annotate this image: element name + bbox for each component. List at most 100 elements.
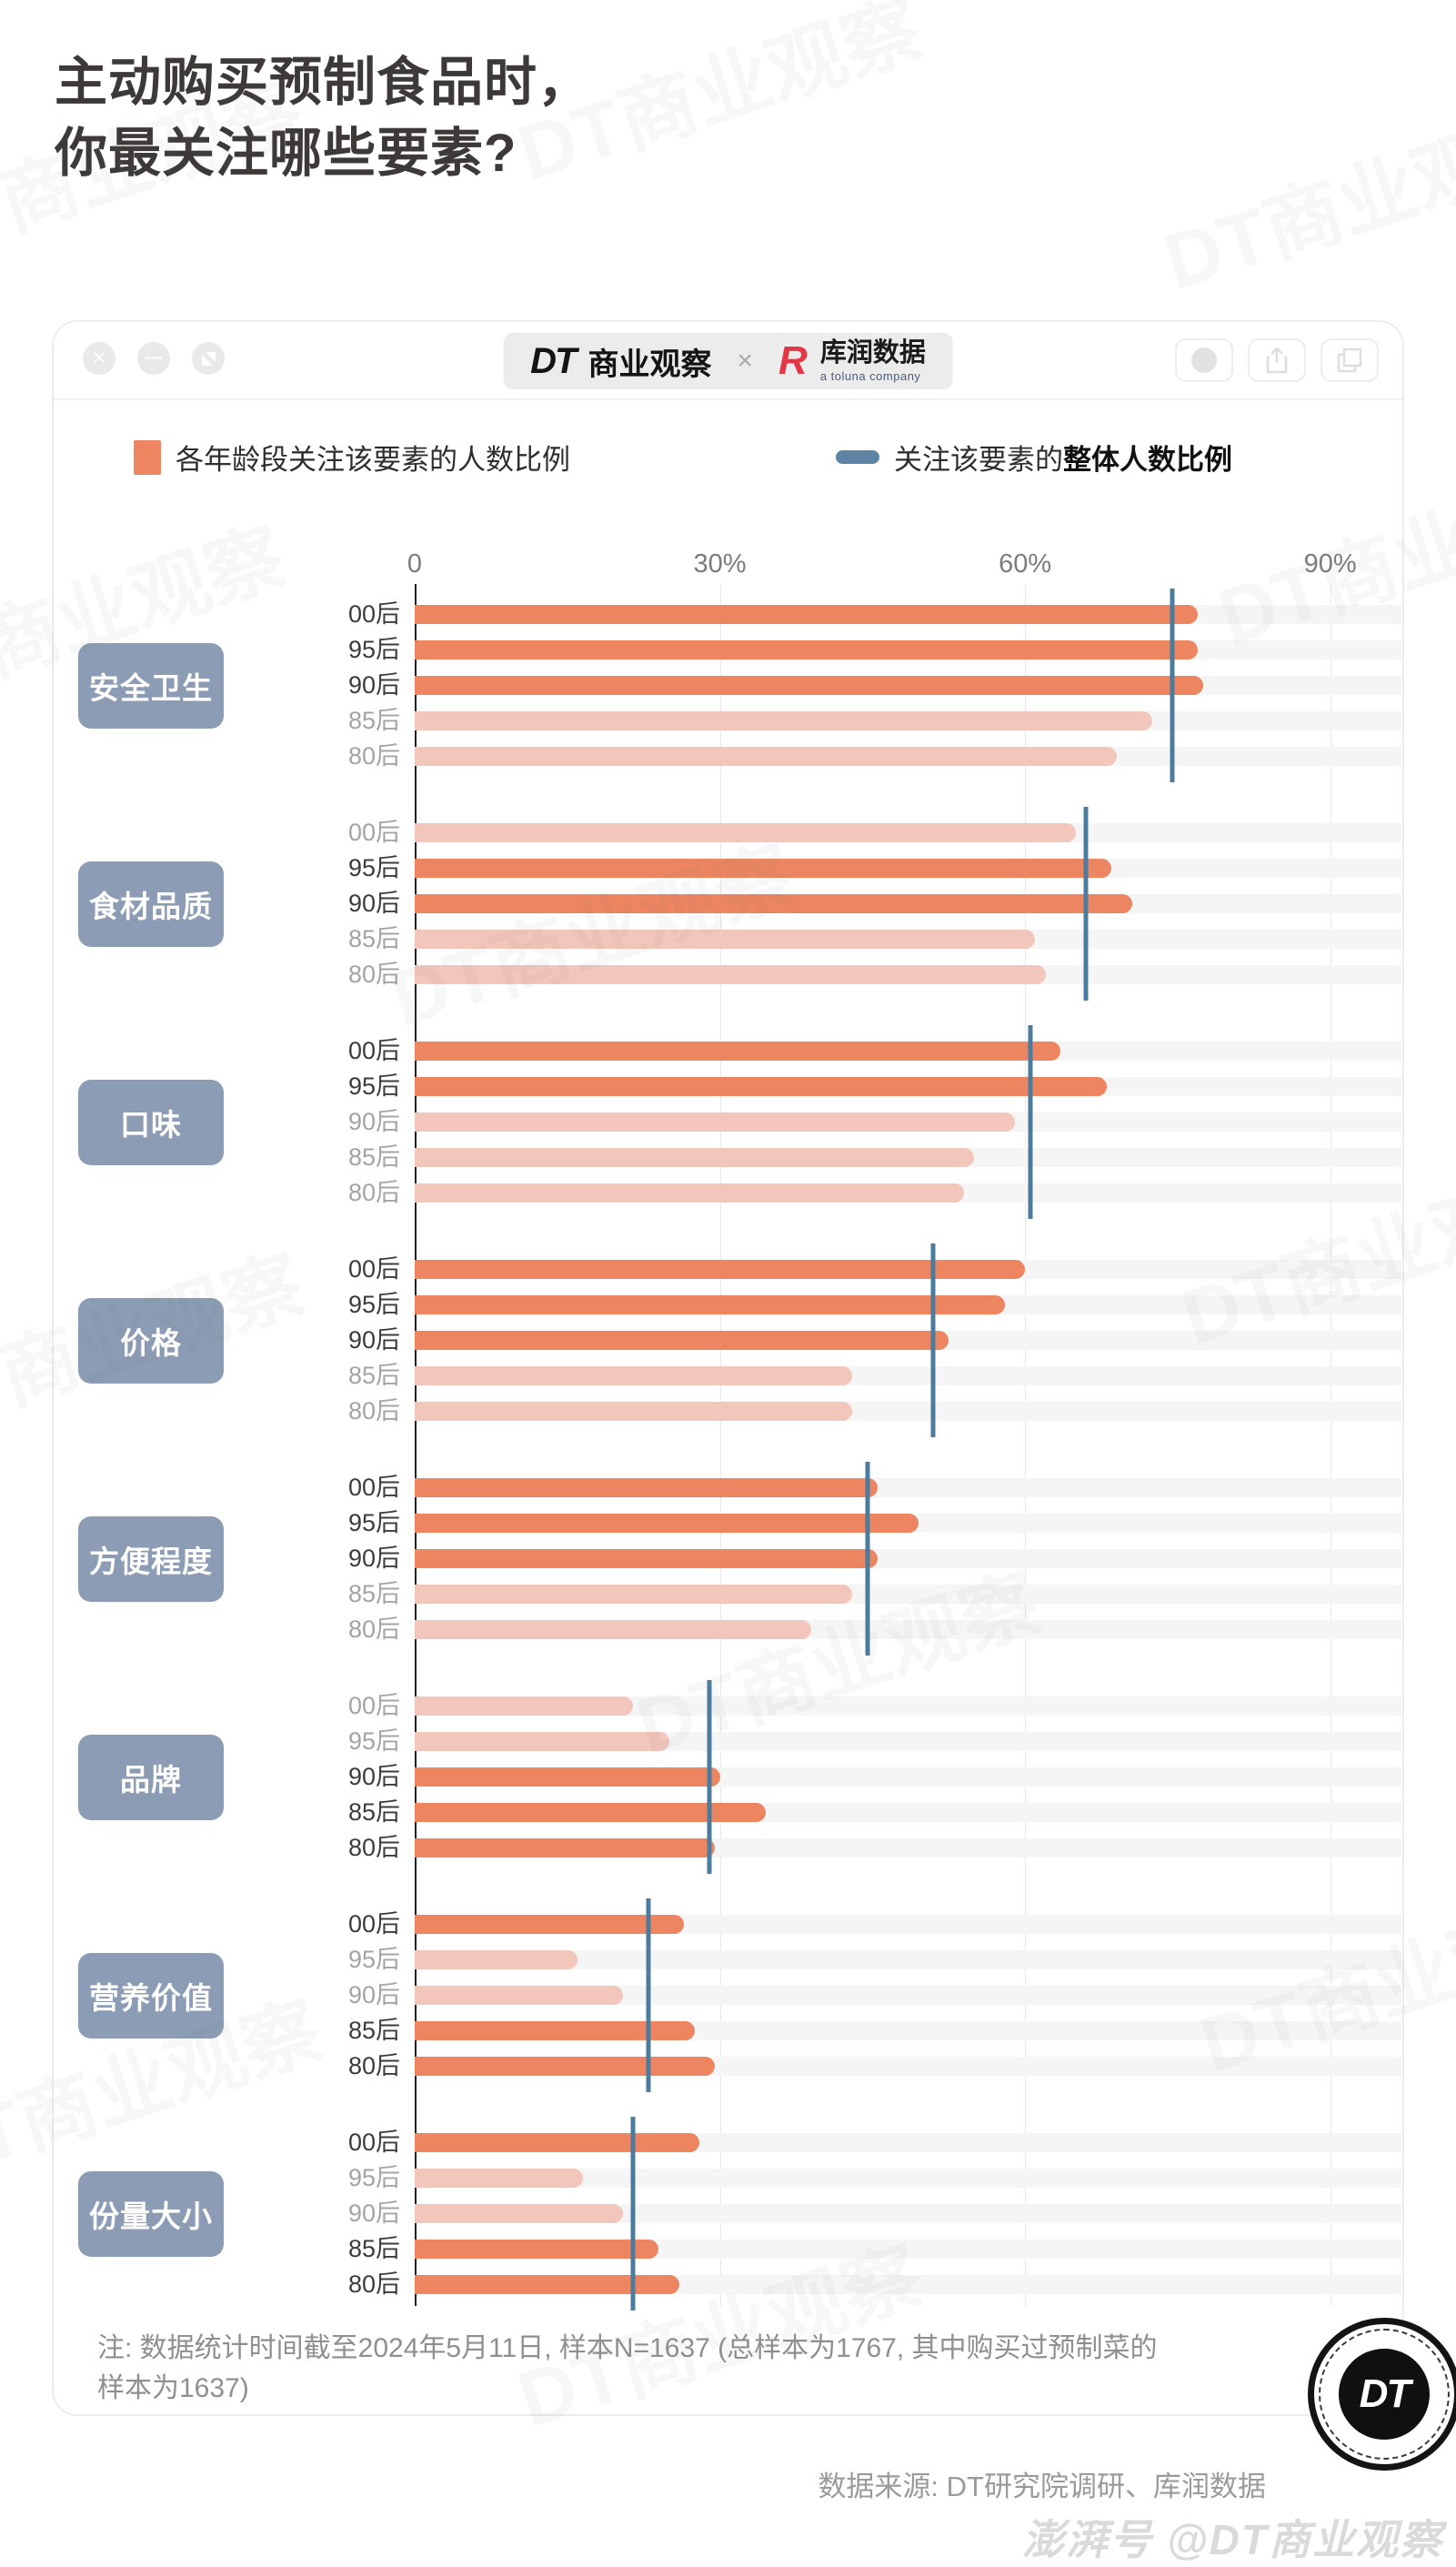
bar-row (415, 1104, 1401, 1140)
category-box-口味: 口味 (78, 1079, 224, 1165)
bar-row (415, 1907, 1401, 1942)
overall-line-份量大小 (630, 2117, 636, 2310)
age-label-95后: 95后 (347, 2164, 400, 2191)
dt-badge-logo: DT (1339, 2349, 1430, 2440)
dt-logo: DT (530, 340, 577, 381)
bar-row (415, 2049, 1401, 2084)
category-block-份量大小: 份量大小 00后 95后 90后 85后 80后 (54, 2117, 1402, 2310)
bar-row (415, 1795, 1401, 1830)
bar-row (415, 2125, 1401, 2160)
bar-row (415, 921, 1401, 957)
bar-row (415, 739, 1401, 774)
kurun-logo-icon: R (778, 338, 808, 383)
bar-营养价值-00后 (415, 1915, 685, 1934)
resize-icon[interactable] (192, 342, 225, 375)
dt-badge-text: DT (1359, 2371, 1411, 2416)
bar-份量大小-00后 (415, 2133, 700, 2152)
category-column: 安全卫生 00后 95后 90后 85后 80后 (54, 597, 415, 774)
category-block-价格: 价格 00后 95后 90后 85后 80后 (54, 1243, 1402, 1437)
bar-row (415, 1612, 1401, 1647)
age-labels: 00后 95后 90后 85后 80后 (269, 2125, 415, 2302)
category-column: 品牌 00后 95后 90后 85后 80后 (54, 1688, 415, 1866)
age-label-95后: 95后 (347, 1946, 400, 1973)
bars-area (415, 1680, 1401, 1874)
bar-口味-80后 (415, 1183, 965, 1203)
age-label-85后: 85后 (347, 1580, 400, 1607)
diagonal-watermark: DT商业观察 (1154, 95, 1456, 307)
age-label-95后: 95后 (347, 1291, 400, 1318)
bar-track (415, 2240, 1401, 2259)
age-label-95后: 95后 (347, 1509, 400, 1536)
bar-价格-85后 (415, 1366, 852, 1385)
partner-name: 库润数据 (819, 337, 926, 367)
share-button[interactable] (1248, 338, 1306, 382)
bar-row (415, 1541, 1401, 1576)
overall-line-营养价值 (646, 1898, 651, 2092)
legend: 各年龄段关注该要素的人数比例 关注该要素的整体人数比例 (134, 437, 1232, 478)
category-box-食材品质: 食材品质 (78, 861, 224, 947)
minimize-icon[interactable]: — (137, 342, 170, 375)
legend-overall-line: 关注该要素的整体人数比例 (836, 437, 1232, 478)
bar-row (415, 1323, 1401, 1358)
diagonal-square-glyph (201, 351, 216, 366)
paihao-watermark: 澎湃号 @DT商业观察 (1022, 2516, 1443, 2563)
age-label-95后: 95后 (347, 1727, 400, 1755)
x-tick-60%: 60% (999, 549, 1052, 579)
category-box-品牌: 品牌 (78, 1734, 224, 1820)
bar-品牌-00后 (415, 1696, 634, 1716)
legend-age-bars-label: 各年龄段关注该要素的人数比例 (176, 444, 570, 476)
category-box-安全卫生: 安全卫生 (78, 642, 224, 729)
category-column: 方便程度 00后 95后 90后 85后 80后 (54, 1470, 415, 1647)
bars-area (415, 1462, 1401, 1656)
bar-row (415, 1759, 1401, 1795)
bar-营养价值-90后 (415, 1986, 624, 2005)
bar-track (415, 2204, 1401, 2223)
x-tick-90%: 90% (1303, 549, 1357, 579)
share-icon (1266, 347, 1288, 374)
age-label-85后: 85后 (347, 707, 400, 734)
record-button[interactable] (1175, 338, 1233, 382)
age-labels: 00后 95后 90后 85后 80后 (269, 815, 415, 992)
bar-食材品质-80后 (415, 965, 1046, 984)
bar-方便程度-85后 (415, 1585, 852, 1604)
bars-area (415, 1898, 1401, 2092)
legend-age-bars: 各年龄段关注该要素的人数比例 (134, 437, 570, 478)
age-label-85后: 85后 (347, 1143, 400, 1171)
x-tick-0: 0 (407, 549, 423, 579)
bar-安全卫生-90后 (415, 676, 1203, 695)
overall-line-安全卫生 (1170, 589, 1175, 782)
copy-button[interactable] (1320, 338, 1379, 382)
bar-row (415, 1942, 1401, 1978)
age-label-85后: 85后 (347, 925, 400, 952)
x-tick-30%: 30% (693, 549, 747, 579)
age-label-85后: 85后 (347, 2017, 400, 2044)
age-label-00后: 00后 (347, 2129, 400, 2156)
bar-品牌-85后 (415, 1803, 766, 1822)
category-column: 口味 00后 95后 90后 85后 80后 (54, 1033, 415, 1211)
age-label-80后: 80后 (347, 1834, 400, 1861)
brand-name: 商业观察 (587, 347, 712, 382)
partner-text: 库润数据 a toluna company (819, 337, 926, 383)
age-labels: 00后 95后 90后 85后 80后 (269, 1907, 415, 2084)
bar-口味-95后 (415, 1077, 1107, 1096)
age-label-00后: 00后 (347, 1910, 400, 1938)
partner-subtitle: a toluna company (819, 368, 921, 383)
brand-pill: DT 商业观察 × R 库润数据 a toluna company (503, 333, 953, 389)
bars-area (415, 807, 1401, 1001)
bar-row (415, 703, 1401, 739)
copy-icon (1337, 347, 1362, 373)
bar-track (415, 1696, 1401, 1716)
close-icon[interactable]: ✕ (83, 342, 115, 375)
bar-row (415, 2231, 1401, 2267)
category-column: 份量大小 00后 95后 90后 85后 80后 (54, 2125, 415, 2302)
bar-份量大小-95后 (415, 2169, 583, 2188)
bar-row (415, 1394, 1401, 1429)
page-title: 主动购买预制食品时， 你最关注哪些要素? (55, 47, 591, 188)
age-label-90后: 90后 (347, 1545, 400, 1572)
bar-份量大小-80后 (415, 2275, 679, 2294)
bar-chart: 安全卫生 00后 95后 90后 85后 80后 食材品质 00后 95后 90后 85后 80后 口味… (54, 584, 1402, 2310)
age-label-80后: 80后 (347, 1397, 400, 1424)
age-label-95后: 95后 (347, 854, 400, 881)
bar-row (415, 1252, 1401, 1287)
